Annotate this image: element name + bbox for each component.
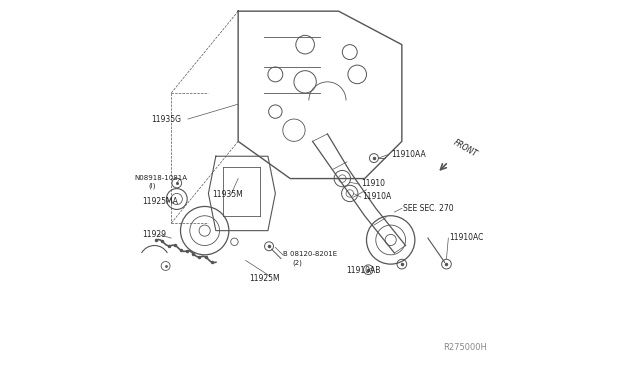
Text: 11910AA: 11910AA <box>392 150 426 159</box>
Text: 11910: 11910 <box>361 179 385 188</box>
Text: (2): (2) <box>292 260 302 266</box>
Text: 11910AC: 11910AC <box>449 233 484 242</box>
Text: 11935G: 11935G <box>151 115 180 124</box>
Text: 11925M: 11925M <box>250 274 280 283</box>
Text: 11910AB: 11910AB <box>346 266 380 275</box>
Text: R275000H: R275000H <box>443 343 486 352</box>
Text: 11910A: 11910A <box>362 192 392 201</box>
Text: 11935M: 11935M <box>212 190 243 199</box>
Text: FRONT: FRONT <box>452 138 479 159</box>
Text: SEE SEC. 270: SEE SEC. 270 <box>403 204 453 213</box>
Text: 11925MA: 11925MA <box>142 197 178 206</box>
Text: 11929: 11929 <box>142 230 166 239</box>
Text: N08918-1081A: N08918-1081A <box>135 175 188 181</box>
Text: B 08120-8201E: B 08120-8201E <box>283 251 337 257</box>
Text: (I): (I) <box>148 183 156 189</box>
